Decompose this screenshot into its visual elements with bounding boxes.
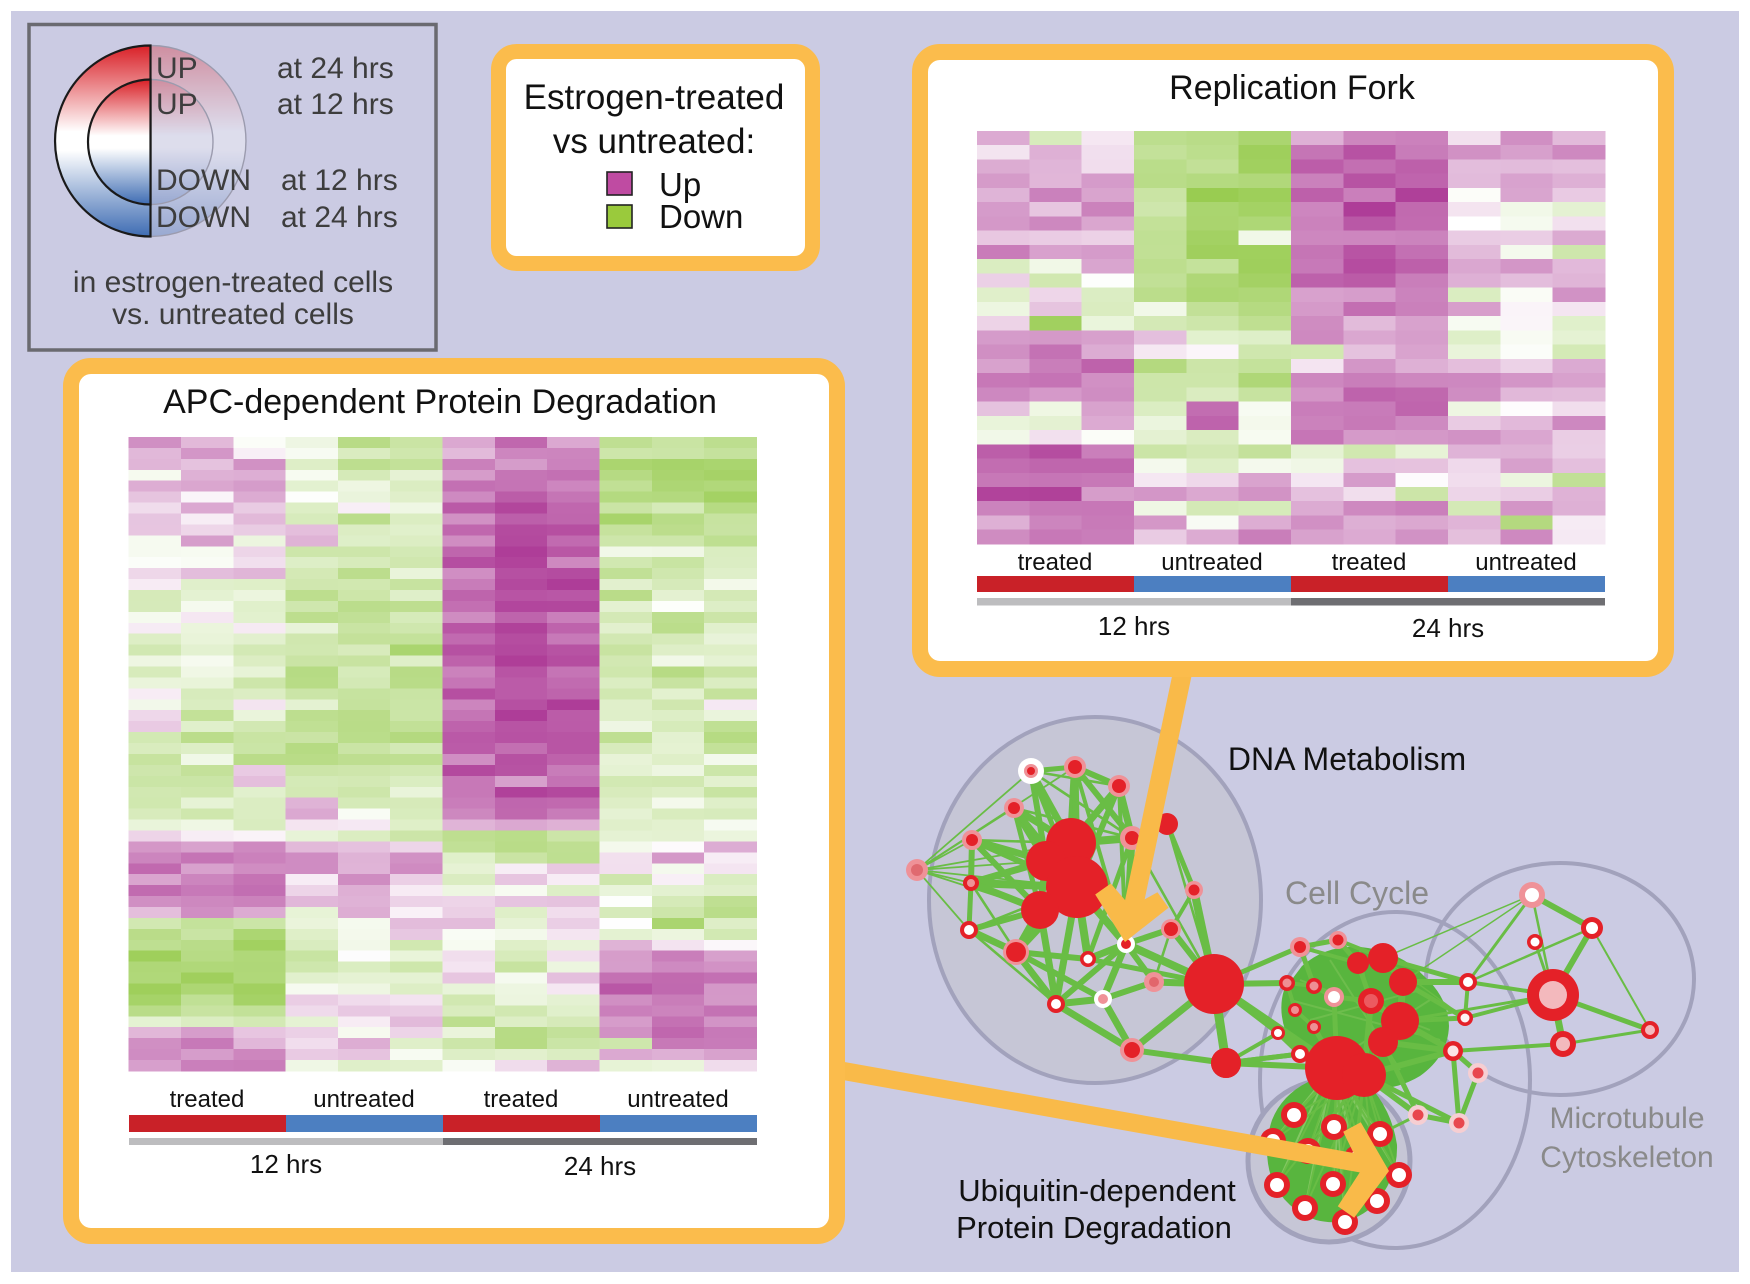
svg-text:DOWN: DOWN [156, 201, 251, 234]
svg-text:Up: Up [659, 166, 701, 203]
svg-text:treated: treated [484, 1086, 559, 1113]
svg-text:UP: UP [156, 52, 198, 85]
svg-text:24 hrs: 24 hrs [1412, 613, 1484, 643]
svg-text:at 24 hrs: at 24 hrs [281, 201, 398, 234]
svg-text:Cell Cycle: Cell Cycle [1285, 875, 1429, 911]
svg-text:treated: treated [1018, 549, 1093, 576]
svg-text:vs. untreated cells: vs. untreated cells [112, 298, 354, 331]
svg-text:Replication Fork: Replication Fork [1169, 69, 1416, 107]
svg-text:untreated: untreated [1161, 549, 1262, 576]
svg-text:vs untreated:: vs untreated: [553, 122, 755, 161]
svg-text:untreated: untreated [627, 1086, 728, 1113]
svg-text:at 12 hrs: at 12 hrs [277, 88, 394, 121]
svg-text:treated: treated [1332, 549, 1407, 576]
svg-text:Protein Degradation: Protein Degradation [956, 1210, 1232, 1245]
svg-text:at 24 hrs: at 24 hrs [277, 52, 394, 85]
svg-text:in estrogen-treated cells: in estrogen-treated cells [73, 266, 393, 299]
svg-text:untreated: untreated [313, 1086, 414, 1113]
svg-text:APC-dependent Protein Degradat: APC-dependent Protein Degradation [163, 383, 717, 421]
svg-text:at 12 hrs: at 12 hrs [281, 164, 398, 197]
svg-text:12 hrs: 12 hrs [1098, 611, 1170, 641]
svg-text:12 hrs: 12 hrs [250, 1149, 322, 1179]
svg-text:treated: treated [170, 1086, 245, 1113]
svg-text:untreated: untreated [1475, 549, 1576, 576]
svg-text:Microtubule: Microtubule [1549, 1102, 1704, 1135]
svg-text:Estrogen-treated: Estrogen-treated [524, 78, 785, 117]
svg-text:Down: Down [659, 198, 743, 235]
svg-text:UP: UP [156, 88, 198, 121]
svg-text:Cytoskeleton: Cytoskeleton [1540, 1141, 1713, 1174]
svg-text:24 hrs: 24 hrs [564, 1151, 636, 1181]
svg-text:DOWN: DOWN [156, 164, 251, 197]
svg-text:DNA Metabolism: DNA Metabolism [1228, 741, 1466, 777]
svg-text:Ubiquitin-dependent: Ubiquitin-dependent [958, 1173, 1236, 1208]
